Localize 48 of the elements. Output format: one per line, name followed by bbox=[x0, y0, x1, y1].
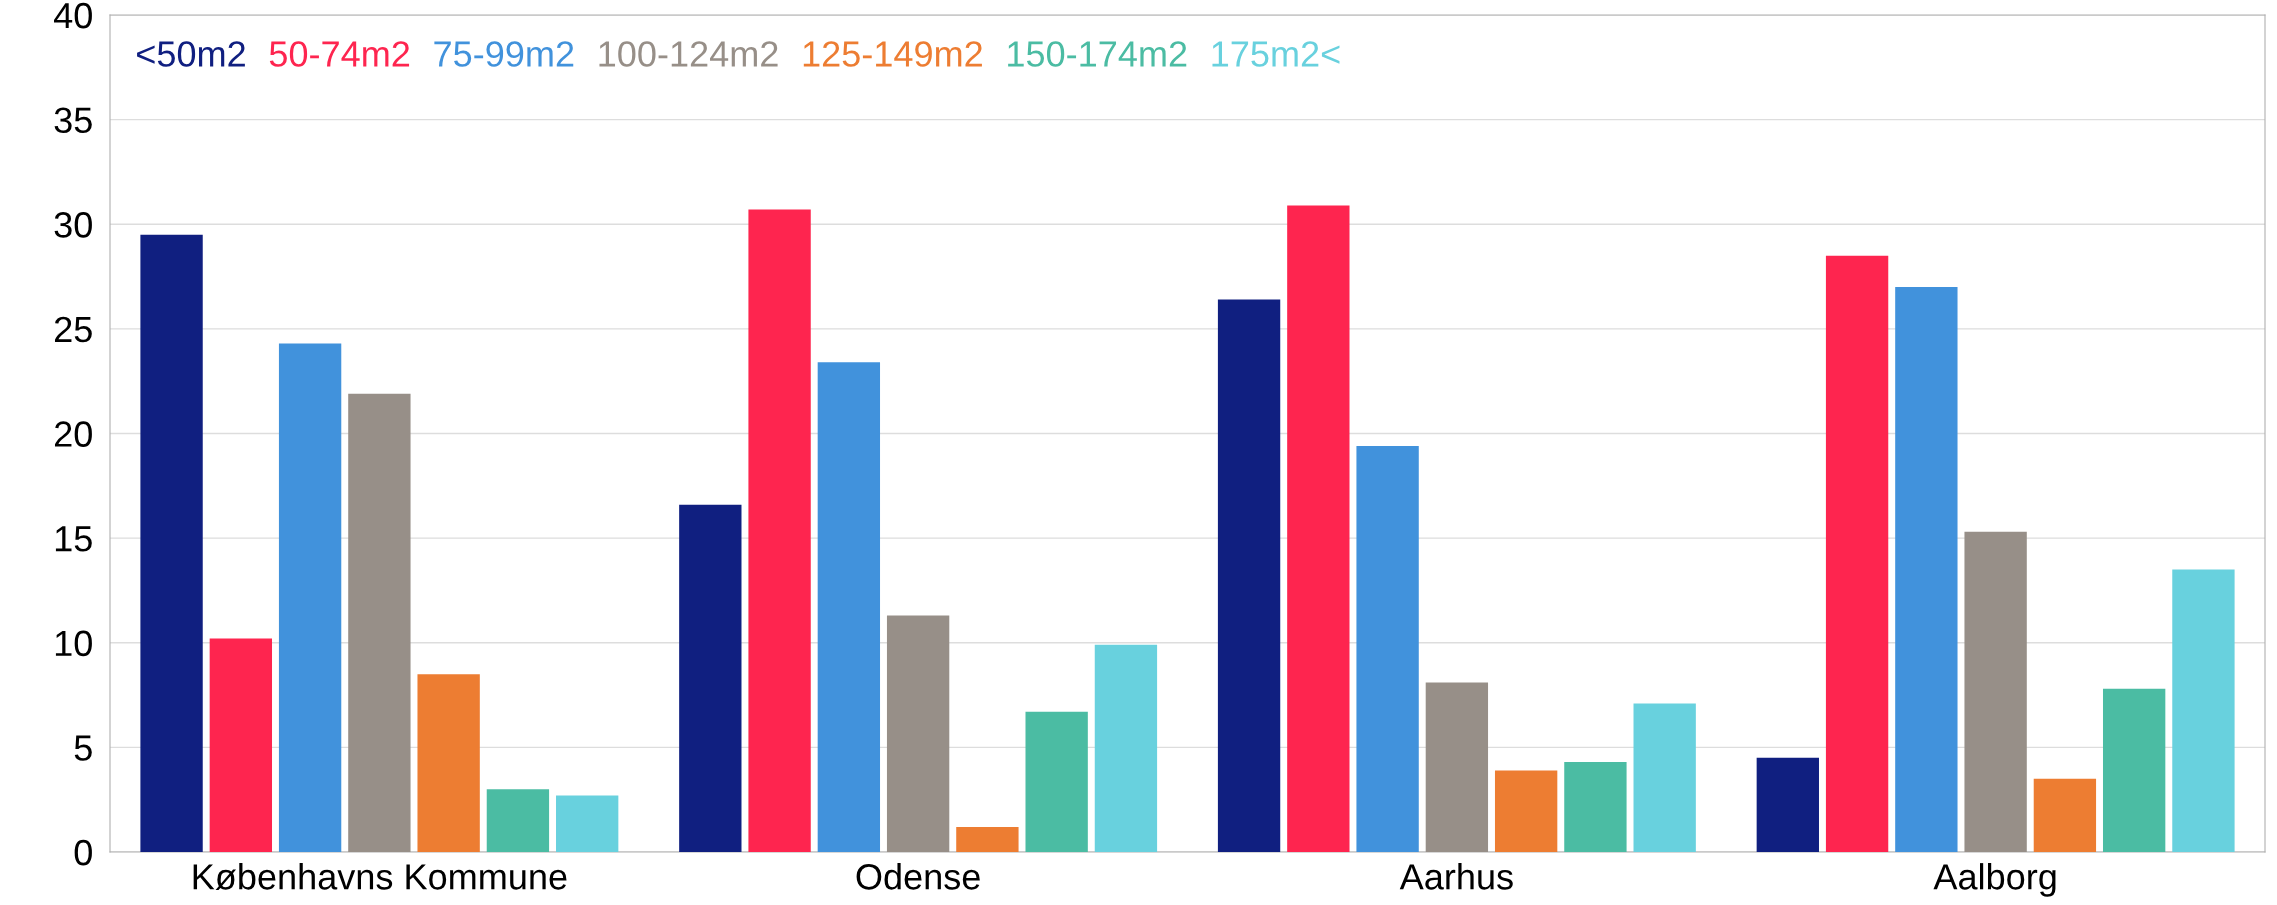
y-tick-label: 5 bbox=[74, 735, 92, 761]
text: 125-149m2 bbox=[803, 41, 982, 67]
text: 100-124m2 bbox=[599, 41, 778, 67]
bar bbox=[348, 393, 411, 852]
bar bbox=[1287, 205, 1350, 852]
y-tick-label: 15 bbox=[55, 526, 92, 552]
text: 150-174m2 bbox=[1008, 41, 1187, 67]
bar bbox=[1564, 762, 1627, 852]
y-tick-label: 0 bbox=[74, 839, 92, 866]
x-tick-label: Københavns Kommune bbox=[193, 863, 567, 890]
bar bbox=[1633, 703, 1696, 852]
bar bbox=[2172, 569, 2235, 852]
bar bbox=[817, 362, 881, 852]
text: 50-74m2 bbox=[269, 41, 410, 67]
y-tick-label: 10 bbox=[55, 630, 92, 657]
bar bbox=[417, 674, 480, 852]
x-tick-label: Aalborg bbox=[1933, 863, 2056, 897]
text: <50m2 bbox=[137, 41, 245, 67]
x-tick-label: Odense bbox=[856, 863, 980, 890]
bar bbox=[486, 789, 550, 852]
y-tick-label: 35 bbox=[54, 107, 92, 134]
x-tick-label: Aarhus bbox=[1399, 863, 1513, 890]
bar bbox=[556, 795, 619, 852]
bar bbox=[886, 615, 950, 852]
text: 175m2< bbox=[1212, 41, 1340, 67]
bar bbox=[956, 826, 1019, 852]
bar bbox=[1964, 531, 2027, 852]
bar bbox=[748, 209, 811, 852]
bar bbox=[1356, 446, 1419, 852]
bar bbox=[140, 234, 203, 852]
y-tick-label: 30 bbox=[54, 212, 92, 238]
bar bbox=[1425, 682, 1489, 852]
bar bbox=[1494, 770, 1558, 852]
bar bbox=[1825, 255, 1889, 852]
bar bbox=[1895, 287, 1958, 852]
text: 75-99m2 bbox=[434, 41, 574, 67]
y-tick-label: 40 bbox=[54, 2, 92, 29]
bar bbox=[2102, 688, 2166, 852]
bar bbox=[1094, 644, 1158, 852]
bar bbox=[278, 343, 342, 852]
bar bbox=[1217, 299, 1281, 852]
bar bbox=[1756, 757, 1819, 852]
y-tick-label: 25 bbox=[54, 316, 92, 343]
bar bbox=[1025, 711, 1088, 852]
bar bbox=[679, 504, 742, 852]
y-tick-label: 20 bbox=[54, 421, 92, 447]
bar bbox=[2033, 778, 2097, 852]
bar bbox=[209, 638, 273, 852]
